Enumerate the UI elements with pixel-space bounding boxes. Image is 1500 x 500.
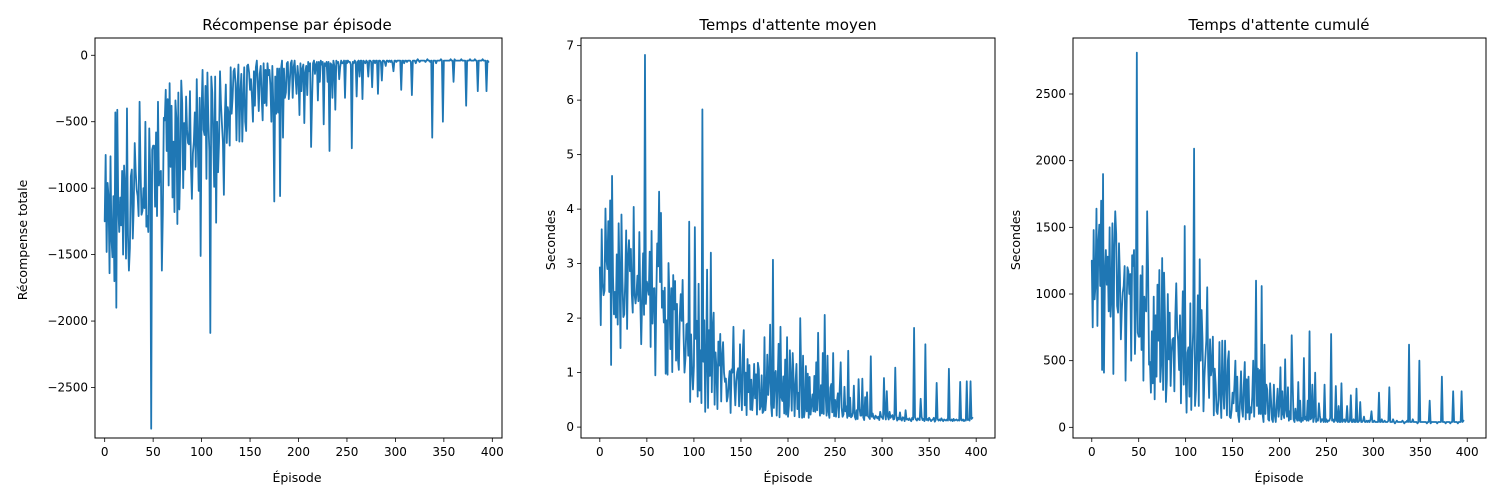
x-tick-label: 300 [871, 445, 894, 459]
y-tick-label: 4 [566, 202, 574, 216]
x-tick-label: 200 [1268, 445, 1291, 459]
y-tick-label: −500 [55, 115, 88, 129]
x-tick-label: 200 [777, 445, 800, 459]
series-line [103, 58, 490, 430]
x-tick-label: 300 [1362, 445, 1385, 459]
y-tick-label: 2500 [1035, 87, 1066, 101]
x-tick-label: 100 [1174, 445, 1197, 459]
x-tick-label: 400 [481, 445, 504, 459]
x-tick-label: 350 [918, 445, 941, 459]
y-tick-label: −1000 [47, 181, 88, 195]
plot-area: 0 50 100 150 200 250 300 350 400 −2500 −2000 −1500 −… [47, 37, 504, 459]
y-tick-label: 3 [566, 257, 574, 271]
y-tick-label: 500 [1043, 354, 1066, 368]
x-tick-label: 100 [190, 445, 213, 459]
y-tick-label: 1 [566, 366, 574, 380]
x-axis-label: Épisode [1254, 470, 1303, 485]
x-tick-label: 50 [146, 445, 161, 459]
x-tick-label: 350 [1409, 445, 1432, 459]
y-tick-label: −2000 [47, 314, 88, 328]
x-tick-label: 250 [1315, 445, 1338, 459]
x-axis-label: Épisode [763, 470, 812, 485]
x-tick-label: 250 [335, 445, 358, 459]
y-tick-label: 0 [566, 420, 574, 434]
y-tick-label: −2500 [47, 381, 88, 395]
y-tick-label: −1500 [47, 248, 88, 262]
plot-area: 0 50 100 150 200 250 300 350 400 0 1 2 3 4 5 6 7 [566, 37, 996, 459]
x-tick-label: 100 [682, 445, 705, 459]
y-axis-label: Secondes [543, 210, 558, 270]
x-tick-label: 150 [1221, 445, 1244, 459]
x-tick-label: 0 [101, 445, 109, 459]
chart-title: Temps d'attente moyen [698, 16, 876, 34]
y-tick-label: 1500 [1035, 220, 1066, 234]
series-line [598, 53, 974, 423]
series-line [1090, 51, 1465, 425]
x-tick-label: 400 [1456, 445, 1479, 459]
x-tick-label: 200 [287, 445, 310, 459]
x-axis-label: Épisode [272, 470, 321, 485]
y-axis-label: Secondes [1008, 210, 1023, 270]
x-tick-label: 0 [1088, 445, 1096, 459]
x-tick-label: 50 [1131, 445, 1146, 459]
subplot-cumulative-wait: Temps d'attente cumulé Épisode Secondes … [1008, 16, 1487, 485]
x-tick-label: 300 [384, 445, 407, 459]
y-tick-label: 5 [566, 148, 574, 162]
x-tick-label: 250 [824, 445, 847, 459]
x-tick-label: 50 [639, 445, 654, 459]
chart-title: Récompense par épisode [202, 16, 391, 34]
chart-title: Temps d'attente cumulé [1187, 16, 1369, 34]
subplot-reward: Récompense par épisode Épisode Récompens… [15, 16, 504, 485]
x-tick-label: 150 [730, 445, 753, 459]
x-tick-label: 150 [239, 445, 262, 459]
plot-area: 0 50 100 150 200 250 300 350 400 0 500 1000 1500 2000… [1035, 37, 1487, 459]
x-tick-label: 400 [965, 445, 988, 459]
y-axis-label: Récompense totale [15, 179, 30, 300]
y-tick-label: 0 [80, 48, 88, 62]
y-tick-label: 1000 [1035, 287, 1066, 301]
y-tick-label: 2000 [1035, 154, 1066, 168]
y-tick-label: 6 [566, 93, 574, 107]
subplot-mean-wait: Temps d'attente moyen Épisode Secondes 0… [543, 16, 996, 485]
x-tick-label: 350 [432, 445, 455, 459]
x-tick-label: 0 [596, 445, 604, 459]
y-tick-label: 7 [566, 39, 574, 53]
y-tick-label: 0 [1058, 420, 1066, 434]
y-tick-label: 2 [566, 311, 574, 325]
